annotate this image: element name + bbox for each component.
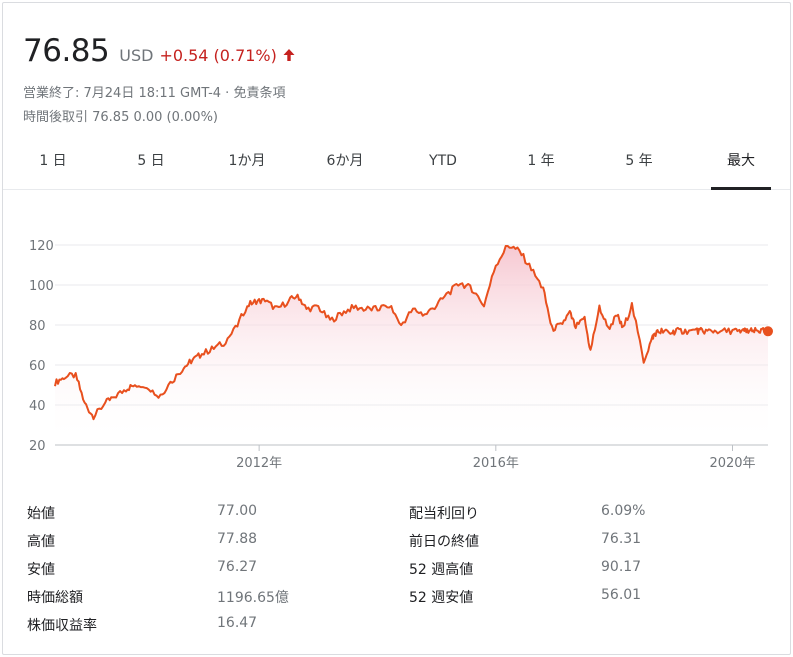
currency-label: USD bbox=[119, 46, 154, 65]
quote-header: 76.85 USD +0.54 (0.71%) bbox=[23, 33, 296, 73]
x-tick-label: 2020年 bbox=[709, 456, 755, 471]
stat-value: 16.47 bbox=[217, 615, 258, 631]
y-tick-label: 120 bbox=[29, 239, 54, 254]
tab-1y[interactable]: 1 年 bbox=[527, 153, 555, 169]
stat-row: 株価収益率 16.47 bbox=[3, 615, 790, 639]
active-tab-indicator bbox=[711, 187, 771, 190]
price-change: +0.54 (0.71%) bbox=[159, 46, 277, 65]
tab-max[interactable]: 最大 bbox=[711, 143, 771, 190]
price-chart[interactable]: 120 100 80 60 40 20 2012年 2016年 2020年 bbox=[3, 191, 790, 491]
arrow-up-icon bbox=[282, 47, 296, 61]
price-line bbox=[54, 245, 769, 421]
stat-value: 76.27 bbox=[217, 559, 258, 575]
after-hours-text: 時間後取引 76.85 0.00 (0.00%) bbox=[23, 110, 219, 125]
tab-1m[interactable]: 1か月 bbox=[228, 153, 266, 169]
stat-value: 6.09% bbox=[601, 503, 646, 519]
tab-ytd[interactable]: YTD bbox=[429, 153, 457, 169]
range-tabs: 1 日 5 日 1か月 6か月 YTD 1 年 5 年 最大 bbox=[3, 143, 790, 190]
price-chart-svg: 120 100 80 60 40 20 2012年 2016年 2020年 bbox=[29, 239, 773, 471]
stat-label: 始値 bbox=[27, 506, 55, 522]
stat-label: 52 週安値 bbox=[409, 590, 474, 606]
stat-label: 高値 bbox=[27, 534, 55, 550]
stat-label: 52 週高値 bbox=[409, 562, 474, 578]
stat-label: 配当利回り bbox=[409, 506, 479, 522]
stat-row: 高値 77.88 前日の終値 76.31 bbox=[3, 531, 790, 555]
last-price-dot bbox=[763, 326, 773, 337]
y-tick-label: 20 bbox=[29, 439, 46, 454]
x-tick-label: 2012年 bbox=[236, 456, 282, 471]
stat-value: 1196.65億 bbox=[217, 590, 289, 606]
stat-label: 時価総額 bbox=[27, 590, 83, 606]
stat-row: 始値 77.00 配当利回り 6.09% bbox=[3, 503, 790, 527]
tab-6m[interactable]: 6か月 bbox=[326, 153, 364, 169]
y-tick-label: 100 bbox=[29, 279, 54, 294]
stat-value: 77.00 bbox=[217, 503, 258, 519]
tab-1d[interactable]: 1 日 bbox=[39, 153, 67, 169]
stat-row: 時価総額 1196.65億 52 週安値 56.01 bbox=[3, 587, 790, 611]
current-price: 76.85 bbox=[23, 33, 110, 69]
stat-label: 安値 bbox=[27, 562, 55, 578]
stat-value: 76.31 bbox=[601, 531, 642, 547]
y-tick-label: 80 bbox=[29, 319, 46, 334]
disclaimer-link[interactable]: 免責条項 bbox=[233, 86, 286, 101]
price-area bbox=[55, 246, 768, 445]
stat-label: 株価収益率 bbox=[27, 618, 97, 634]
y-tick-label: 60 bbox=[29, 359, 46, 374]
stat-value: 77.88 bbox=[217, 531, 258, 547]
stat-value: 90.17 bbox=[601, 559, 642, 575]
market-closed-text: 営業終了: 7月24日 18:11 GMT-4 · bbox=[23, 86, 234, 101]
tab-5y[interactable]: 5 年 bbox=[625, 153, 653, 169]
tab-5d[interactable]: 5 日 bbox=[137, 153, 165, 169]
market-status: 営業終了: 7月24日 18:11 GMT-4 · 免責条項 bbox=[23, 82, 285, 101]
stat-value: 56.01 bbox=[601, 587, 642, 603]
y-tick-label: 40 bbox=[29, 399, 46, 414]
stat-row: 安値 76.27 52 週高値 90.17 bbox=[3, 559, 790, 583]
x-tick-label: 2016年 bbox=[473, 456, 519, 471]
stat-label: 前日の終値 bbox=[409, 534, 479, 550]
